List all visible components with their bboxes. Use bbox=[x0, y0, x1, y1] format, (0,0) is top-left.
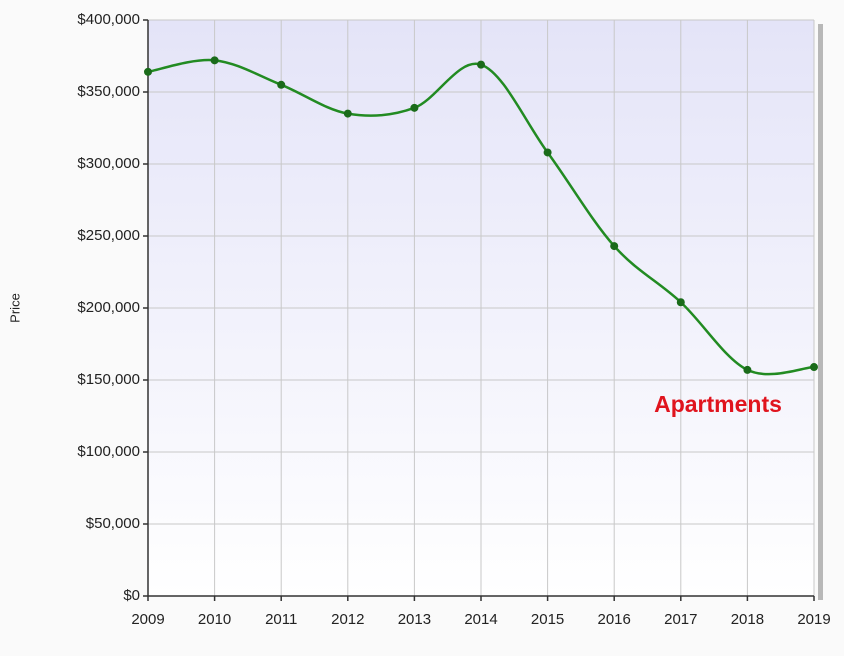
x-tick-label: 2014 bbox=[464, 611, 497, 628]
y-tick-label: $50,000 bbox=[86, 515, 140, 532]
y-tick-label: $0 bbox=[123, 587, 140, 604]
x-tick-label: 2010 bbox=[198, 611, 231, 628]
y-tick-label: $100,000 bbox=[77, 443, 140, 460]
y-tick-label: $250,000 bbox=[77, 227, 140, 244]
data-point bbox=[410, 103, 419, 112]
x-tick-label: 2017 bbox=[664, 611, 697, 628]
data-point bbox=[144, 67, 152, 76]
data-point bbox=[610, 242, 619, 251]
data-point bbox=[477, 60, 485, 69]
x-tick-label: 2013 bbox=[398, 611, 431, 628]
y-axis-label: Price bbox=[7, 293, 22, 323]
y-tick-label: $400,000 bbox=[77, 11, 140, 28]
x-tick-label: 2016 bbox=[598, 611, 631, 628]
x-tick-label: 2011 bbox=[265, 611, 297, 628]
series-line bbox=[147, 58, 815, 376]
data-point bbox=[676, 298, 685, 307]
data-point bbox=[343, 109, 352, 118]
data-point bbox=[743, 365, 752, 374]
x-tick-label: 2019 bbox=[797, 611, 830, 628]
plot-shadow bbox=[818, 24, 823, 600]
data-point bbox=[277, 80, 286, 89]
x-tick-label: 2015 bbox=[531, 611, 564, 628]
y-tick-label: $350,000 bbox=[77, 83, 140, 100]
data-point bbox=[210, 56, 219, 65]
data-point bbox=[543, 148, 552, 157]
y-tick-label: $150,000 bbox=[77, 371, 140, 388]
x-tick-label: 2018 bbox=[731, 611, 764, 628]
y-tick-label: $200,000 bbox=[77, 299, 140, 316]
annotation: Apartments bbox=[654, 391, 782, 417]
x-tick-label: 2009 bbox=[131, 611, 164, 628]
x-tick-label: 2012 bbox=[331, 611, 364, 628]
y-tick-label: $300,000 bbox=[77, 155, 140, 172]
data-point bbox=[810, 363, 818, 372]
